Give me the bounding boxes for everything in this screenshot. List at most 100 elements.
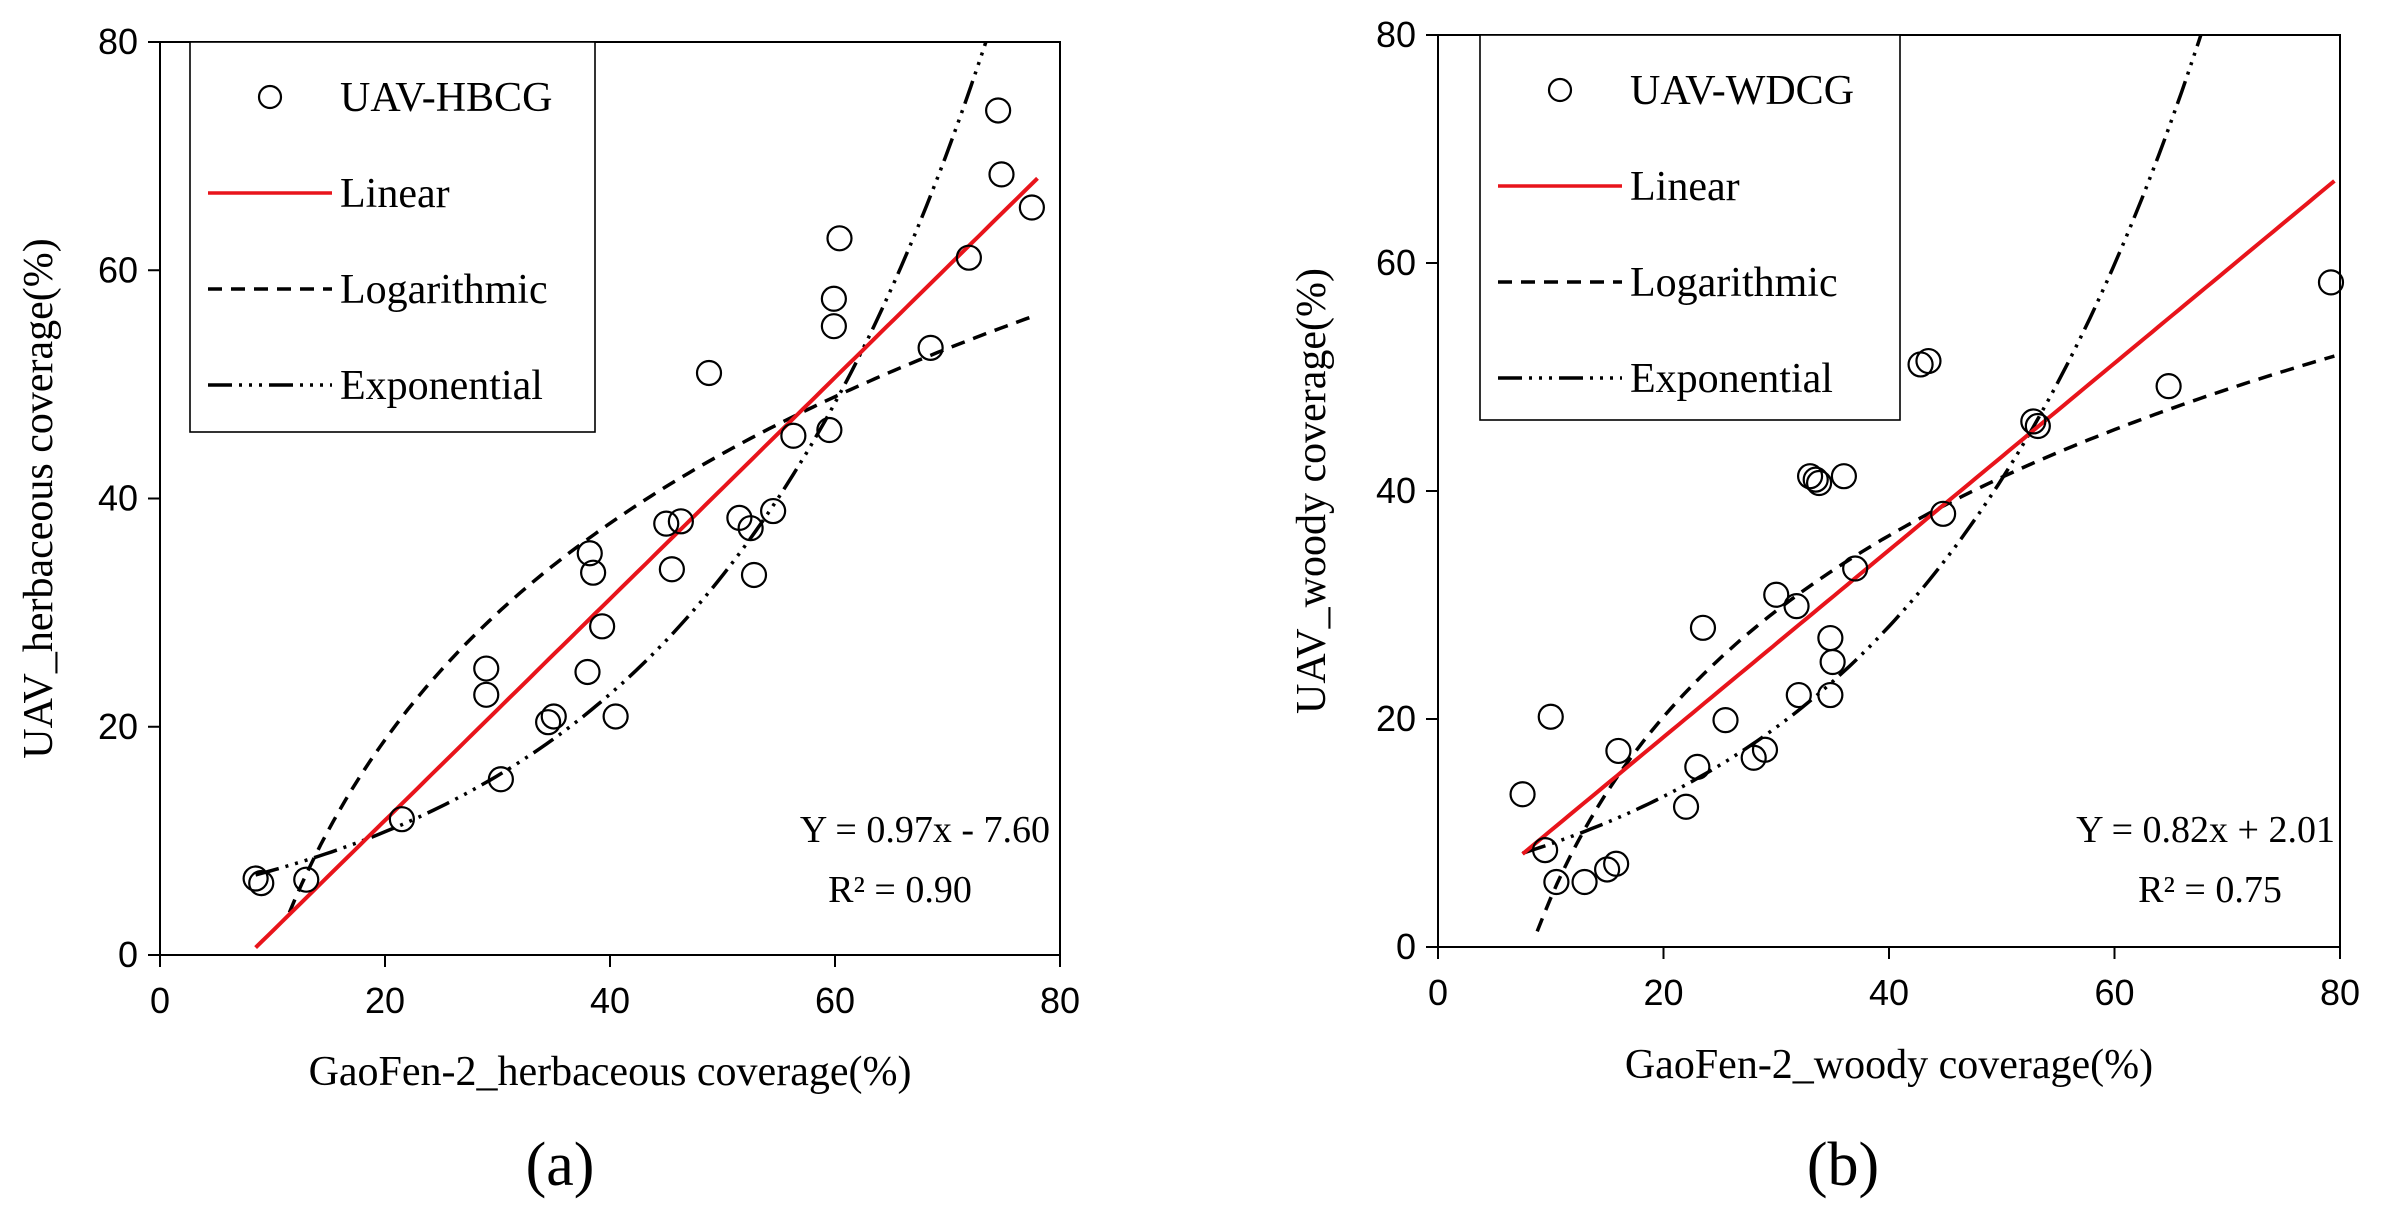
y-tick-label: 0 [1396,926,1416,967]
data-point [1605,737,1632,765]
panel-label-b: (b) [1807,1131,1879,1199]
logarithmic-fit-line-a [287,313,1039,914]
data-point [535,709,562,736]
data-point [1672,793,1700,820]
y-axis-title-b: UAV_woody coverage(%) [1289,268,1335,714]
regression-equation-b: Y = 0.82x + 2.01 [2076,809,2335,851]
data-point [1930,500,1957,527]
x-axis-a: 0 20 40 60 80 [150,955,1080,1021]
exponential-fit-line-b [1522,35,2203,855]
data-point [1785,681,1812,709]
exponential-fit-line-a [255,42,988,877]
legend-b: UAV-WDCG Linear Logarithmic Exponential [1479,34,1901,421]
data-point [2024,412,2051,440]
legend-label-linear-a: Linear [340,171,450,217]
x-tick-label: 80 [2320,972,2360,1013]
legend-label-linear-b: Linear [1630,164,1740,210]
data-point [1543,868,1570,896]
x-axis-title-b: GaoFen-2_woody coverage(%) [1625,1042,2153,1088]
y-tick-label: 80 [1376,14,1416,55]
data-point [589,613,616,640]
data-point [780,422,807,449]
logarithmic-fit-line-b [1535,354,2335,933]
y-axis-b: 0 20 40 60 80 [1376,14,1438,967]
legend-label-log-b: Logarithmic [1630,260,1838,306]
r-squared-b: R² = 0.75 [2138,869,2282,911]
y-axis-a: 0 20 40 60 80 [98,21,160,975]
panel-label-a: (a) [526,1131,595,1199]
y-tick-label: 0 [118,934,138,975]
data-point [540,703,567,730]
data-point [293,866,320,893]
data-point [760,497,787,525]
y-tick-label: 40 [98,478,138,519]
legend-label-log-a: Logarithmic [340,267,548,313]
data-point [955,244,982,271]
y-axis-title-a: UAV_herbaceous coverage(%) [16,238,62,759]
legend-label-exp-b: Exponential [1630,356,1833,402]
data-point [1537,703,1564,730]
y-tick-label: 60 [1376,242,1416,283]
data-point [1842,555,1869,582]
x-axis-title-a: GaoFen-2_herbaceous coverage(%) [309,1049,912,1095]
legend-label-points-a: UAV-HBCG [340,75,552,121]
data-point [576,540,603,567]
x-tick-label: 0 [1428,972,1448,1013]
x-tick-label: 60 [815,980,855,1021]
x-tick-label: 40 [1869,972,1909,1013]
data-point [1684,753,1711,780]
linear-fit-line-b [1521,179,2336,856]
data-point [574,658,601,686]
data-point [580,559,607,586]
y-tick-label: 60 [98,249,138,290]
legend-box-b [1479,34,1901,421]
y-tick-label: 40 [1376,470,1416,511]
data-point [826,225,853,252]
data-point [917,334,944,361]
data-point [1712,707,1739,734]
x-tick-label: 20 [1643,972,1683,1013]
r-squared-a: R² = 0.90 [828,869,972,911]
data-point [985,97,1012,124]
data-point [1830,463,1858,490]
y-tick-label: 80 [98,21,138,62]
data-point [487,766,514,793]
linear-fit-line-a [254,176,1039,950]
regression-equation-a: Y = 0.97x - 7.60 [800,809,1050,851]
data-point [1689,614,1717,641]
y-tick-label: 20 [1376,698,1416,739]
data-point [667,508,694,535]
legend-marker-points-a [257,84,283,110]
data-point [1819,648,1846,676]
data-point [473,681,500,708]
data-point [1805,469,1833,497]
data-point [602,703,629,730]
data-point [1018,194,1045,221]
data-point [248,870,275,897]
data-point [1915,347,1942,375]
data-point [820,285,847,312]
data-point [988,161,1015,188]
x-tick-label: 0 [150,980,170,1021]
data-point [1817,624,1844,652]
chart-a-marks [242,42,1045,950]
chart-panel-b: 0 20 40 60 80 0 20 40 60 80 GaoFen-2_woody cover… [1289,14,2360,1199]
data-point [658,556,685,583]
data-point [242,865,269,892]
data-point [473,655,500,682]
legend-marker-points-b [1547,77,1573,103]
data-point [737,515,764,542]
data-point [1817,681,1844,709]
data-point [2020,408,2047,435]
legend-label-exp-a: Exponential [340,363,543,409]
data-point [1763,581,1790,608]
chart-b-marks [1509,35,2345,933]
data-point [1802,466,1829,493]
data-point [1509,781,1536,808]
x-axis-b: 0 20 40 60 80 [1428,947,2360,1013]
data-point [2317,269,2345,296]
data-point [2155,373,2182,400]
legend-box-a [189,41,596,433]
legend-label-points-b: UAV-WDCG [1630,68,1854,114]
chart-panel-a: 0 20 40 60 80 0 20 40 60 80 GaoFen-2_herbaceous … [16,21,1080,1199]
